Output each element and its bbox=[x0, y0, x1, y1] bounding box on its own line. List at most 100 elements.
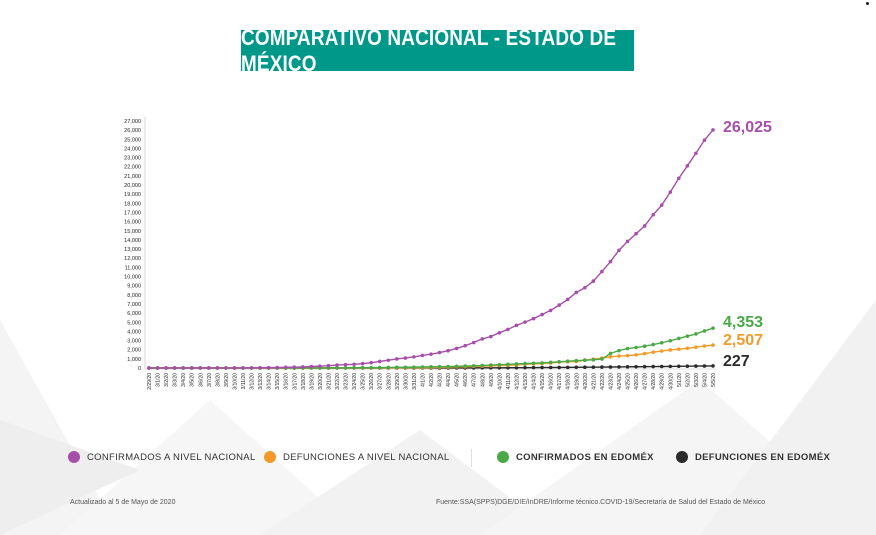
data-point-nacional-def bbox=[677, 347, 681, 351]
y-tick-label: 12,000 bbox=[124, 256, 141, 262]
data-point-edomex-conf bbox=[565, 359, 570, 364]
y-tick-label: 27,000 bbox=[124, 119, 141, 125]
legend-divider bbox=[471, 449, 472, 467]
data-point-edomex-conf bbox=[377, 365, 382, 370]
data-point-edomex-def bbox=[642, 364, 647, 369]
data-point-nacional-conf bbox=[258, 365, 262, 370]
data-point-edomex-conf bbox=[574, 358, 579, 363]
x-tick-label: 3/15/20 bbox=[275, 373, 281, 390]
x-tick-label: 4/13/20 bbox=[523, 373, 529, 390]
data-point-edomex-conf bbox=[591, 357, 596, 362]
x-tick-label: 4/23/20 bbox=[608, 373, 614, 390]
x-tick-label: 5/2/20 bbox=[685, 373, 691, 387]
data-point-edomex-def bbox=[711, 364, 715, 368]
data-point-nacional-conf bbox=[711, 128, 715, 132]
x-tick-label: 3/20/20 bbox=[318, 373, 324, 390]
data-point-edomex-conf bbox=[454, 364, 459, 369]
x-tick-label: 3/24/20 bbox=[352, 373, 358, 390]
y-tick-label: 9,000 bbox=[127, 284, 141, 290]
data-point-nacional-conf bbox=[685, 164, 690, 168]
data-point-nacional-conf bbox=[420, 353, 425, 358]
x-tick-label: 3/1/20 bbox=[156, 373, 162, 387]
x-tick-label: 5/3/20 bbox=[694, 373, 700, 387]
y-tick-label: 22,000 bbox=[124, 165, 141, 171]
data-point-nacional-conf bbox=[232, 366, 237, 370]
x-tick-label: 4/28/20 bbox=[651, 373, 657, 390]
x-tick-label: 3/17/20 bbox=[292, 373, 298, 390]
x-tick-label: 3/30/20 bbox=[403, 373, 409, 390]
y-tick-label: 1,000 bbox=[127, 357, 141, 363]
x-tick-label: 4/7/20 bbox=[472, 373, 478, 387]
data-point-edomex-conf bbox=[335, 366, 339, 370]
y-tick-label: 13,000 bbox=[124, 247, 141, 253]
data-point-edomex-conf bbox=[625, 346, 630, 351]
data-point-edomex-def bbox=[565, 365, 570, 370]
x-tick-label: 3/9/20 bbox=[224, 373, 230, 387]
data-point-edomex-def bbox=[668, 364, 673, 369]
x-tick-label: 4/2/20 bbox=[429, 373, 435, 387]
x-tick-label: 4/12/20 bbox=[514, 373, 520, 390]
x-tick-label: 4/27/20 bbox=[643, 373, 649, 390]
data-point-nacional-conf bbox=[463, 343, 467, 348]
y-tick-label: 23,000 bbox=[124, 156, 141, 162]
data-point-edomex-conf bbox=[506, 362, 510, 367]
y-tick-label: 10,000 bbox=[124, 275, 141, 281]
data-point-nacional-conf bbox=[480, 337, 485, 341]
source-note: Fuente:SSA(SPPS)DGE/DIE/InDRE/Informe té… bbox=[436, 499, 766, 506]
data-point-edomex-conf bbox=[711, 326, 715, 330]
data-point-edomex-def bbox=[514, 365, 519, 370]
x-tick-label: 3/21/20 bbox=[326, 373, 332, 390]
data-point-nacional-conf bbox=[309, 364, 314, 369]
y-tick-label: 16,000 bbox=[124, 220, 141, 226]
data-point-nacional-conf bbox=[497, 331, 502, 335]
y-tick-label: 18,000 bbox=[124, 201, 141, 207]
data-point-nacional-conf bbox=[702, 138, 707, 142]
data-point-edomex-conf bbox=[412, 365, 416, 369]
y-tick-label: 21,000 bbox=[124, 174, 141, 180]
data-point-edomex-conf bbox=[677, 336, 681, 341]
y-tick-label: 6,000 bbox=[127, 311, 141, 317]
data-point-edomex-conf bbox=[514, 362, 519, 366]
data-point-nacional-conf bbox=[164, 366, 168, 370]
data-point-edomex-def bbox=[557, 365, 561, 370]
data-point-nacional-conf bbox=[668, 190, 673, 194]
data-point-nacional-conf bbox=[403, 356, 408, 360]
data-point-edomex-def bbox=[694, 364, 698, 368]
data-point-nacional-conf bbox=[172, 366, 177, 370]
legend: CONFIRMADOS A NIVEL NACIONAL DEFUNCIONES… bbox=[0, 451, 876, 467]
data-point-nacional-def bbox=[651, 350, 655, 354]
y-tick-label: 19,000 bbox=[124, 192, 141, 198]
y-tick-label: 3,000 bbox=[127, 339, 141, 345]
data-point-edomex-def bbox=[617, 365, 621, 369]
y-tick-label: 7,000 bbox=[127, 302, 141, 308]
series-line-nacional-conf bbox=[148, 129, 714, 369]
x-tick-label: 3/7/20 bbox=[207, 373, 213, 387]
data-point-edomex-conf bbox=[634, 345, 638, 350]
x-tick-label: 3/12/20 bbox=[250, 373, 256, 390]
data-point-edomex-conf bbox=[548, 360, 553, 365]
y-tick-label: 15,000 bbox=[124, 229, 141, 235]
data-point-nacional-conf bbox=[215, 366, 220, 370]
data-point-nacional-conf bbox=[343, 362, 348, 367]
data-point-edomex-conf bbox=[694, 332, 698, 336]
data-point-nacional-conf bbox=[360, 361, 365, 366]
data-point-edomex-conf bbox=[668, 338, 673, 343]
end-value-label-nacional-conf: 26,025 bbox=[723, 119, 772, 136]
data-point-edomex-conf bbox=[420, 365, 425, 369]
data-point-edomex-conf bbox=[395, 365, 399, 370]
data-point-edomex-conf bbox=[659, 340, 664, 345]
y-tick-label: 11,000 bbox=[125, 265, 141, 271]
data-point-edomex-conf bbox=[463, 364, 467, 368]
data-point-edomex-def bbox=[685, 364, 690, 368]
x-tick-label: 3/11/20 bbox=[241, 373, 247, 390]
x-tick-label: 3/5/20 bbox=[190, 373, 196, 387]
data-point-nacional-conf bbox=[514, 323, 519, 328]
x-tick-label: 3/14/20 bbox=[267, 373, 273, 390]
legend-item-edomex-def: DEFUNCIONES EN EDOMÉX bbox=[676, 451, 830, 463]
data-point-nacional-conf bbox=[506, 327, 510, 332]
data-point-edomex-def bbox=[523, 365, 527, 370]
x-tick-label: 4/11/20 bbox=[506, 373, 512, 390]
data-point-nacional-conf bbox=[437, 350, 442, 355]
x-tick-label: 4/17/20 bbox=[557, 373, 563, 390]
